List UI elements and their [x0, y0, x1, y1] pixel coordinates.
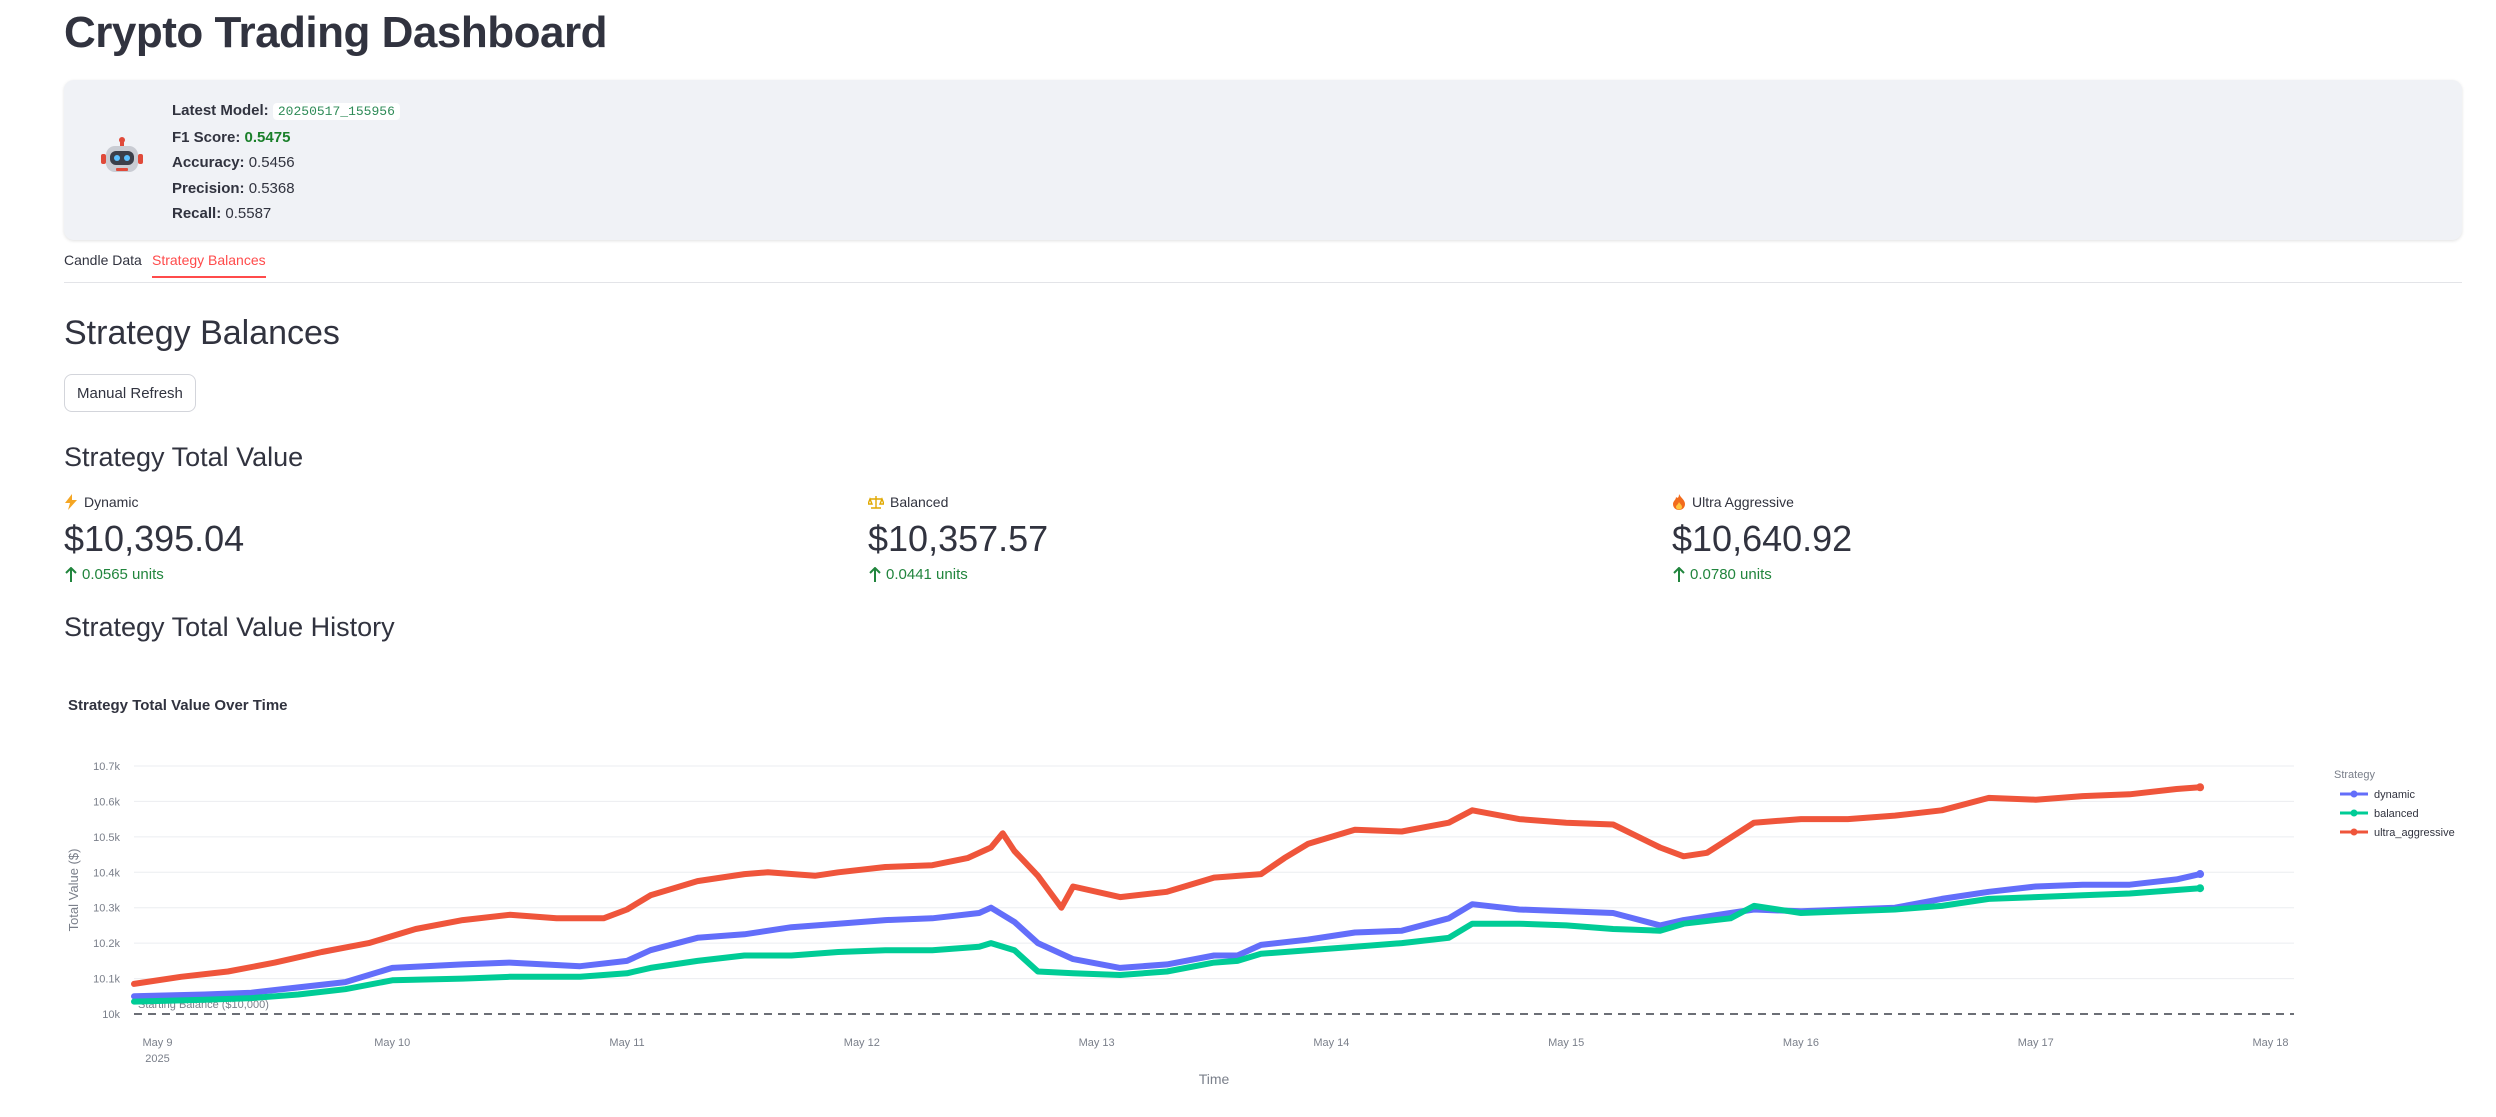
series-endpoint-balanced	[2196, 884, 2205, 893]
x-axis-label: Time	[1199, 1071, 1230, 1087]
x-tick-label: May 17	[2018, 1037, 2054, 1049]
legend-entry-ultra_aggressive: ultra_aggressive	[2374, 827, 2455, 839]
metric-value: $10,640.92	[1672, 518, 1853, 559]
x-tick-label: May 12	[844, 1037, 880, 1049]
latest-model-label: Latest Model:	[172, 102, 269, 119]
y-axis-label: Total Value ($)	[66, 849, 81, 932]
x-tick-label: May 15	[1548, 1037, 1584, 1049]
y-tick-label: 10.7k	[93, 761, 120, 773]
arrow-up-icon	[869, 566, 881, 582]
series-line-balanced	[131, 885, 2204, 1005]
metric-label: Ultra Aggressive	[1692, 494, 1794, 510]
legend-entry-balanced: balanced	[2374, 808, 2419, 820]
f1-value: 0.5475	[244, 128, 291, 146]
metric-delta: 0.0780 units	[1690, 566, 1772, 583]
latest-model-value: 20250517_155956	[272, 103, 400, 120]
manual-refresh-button[interactable]: Manual Refresh	[64, 374, 196, 412]
legend-title: Strategy	[2334, 769, 2375, 781]
x-tick-label: May 14	[1313, 1037, 1349, 1049]
legend-entry-dynamic: dynamic	[2374, 789, 2415, 801]
metric-value: $10,357.57	[868, 518, 1049, 559]
section-title: Strategy Balances	[64, 314, 340, 352]
recall-value: 0.5587	[225, 205, 272, 223]
x-tick-label: May 11	[609, 1037, 644, 1049]
metric-value: $10,395.04	[64, 518, 245, 559]
history-title: Strategy Total Value History	[64, 612, 395, 642]
series-endpoint-dynamic	[2196, 870, 2205, 879]
x-tick-label: May 18	[2252, 1037, 2288, 1049]
x-tick-label: May 16	[1783, 1037, 1819, 1049]
page-title: Crypto Trading Dashboard	[64, 8, 607, 57]
y-tick-label: 10.2k	[93, 938, 120, 950]
y-tick-label: 10k	[102, 1009, 120, 1021]
chart-title: Strategy Total Value Over Time	[68, 697, 288, 714]
series-line-ultra_aggressive	[131, 784, 2204, 987]
tab-strategy-balances[interactable]: Strategy Balances	[152, 252, 266, 278]
robot-icon	[101, 137, 143, 172]
model-info-card: Latest Model: 20250517_155956 F1 Score: …	[64, 80, 2462, 240]
metric-dynamic: Dynamic $10,395.04 0.0565 units	[64, 494, 764, 583]
x-tick-label: May 13	[1079, 1037, 1115, 1049]
precision-value: 0.5368	[248, 179, 295, 197]
x-tick-label: May 9	[142, 1037, 172, 1049]
tab-bar: Candle Data Strategy Balances	[64, 248, 2462, 283]
recall-label: Recall:	[172, 205, 222, 223]
legend-marker-ultra_aggressive	[2350, 828, 2358, 836]
metric-delta: 0.0441 units	[886, 566, 968, 583]
y-tick-label: 10.5k	[93, 832, 120, 844]
series-endpoint-ultra_aggressive	[2196, 783, 2205, 792]
metric-delta: 0.0565 units	[82, 566, 164, 583]
y-tick-label: 10.3k	[93, 903, 120, 915]
metric-ultra-aggressive: Ultra Aggressive $10,640.92 0.0780 units	[1672, 494, 2372, 583]
x-tick-sublabel: 2025	[145, 1053, 169, 1065]
y-tick-label: 10.1k	[93, 974, 120, 986]
metric-balanced: Balanced $10,357.57 0.0441 units	[868, 494, 1568, 583]
metric-label: Dynamic	[84, 494, 139, 510]
legend-marker-dynamic	[2350, 790, 2358, 798]
total-value-title: Strategy Total Value	[64, 442, 304, 472]
tab-candle-data[interactable]: Candle Data	[64, 252, 142, 268]
metric-label: Balanced	[890, 494, 949, 510]
arrow-up-icon	[1673, 566, 1685, 582]
accuracy-value: 0.5456	[248, 154, 295, 172]
strategy-value-chart[interactable]: 10k 10.1k 10.2k 10.3k 10.4k 10.5k 10.6k 10.7k Ma…	[64, 690, 2464, 1110]
precision-label: Precision:	[172, 179, 245, 197]
f1-label: F1 Score:	[172, 128, 241, 146]
lightning-icon	[65, 494, 77, 510]
y-tick-label: 10.4k	[93, 867, 120, 879]
fire-icon	[1673, 494, 1685, 510]
y-tick-label: 10.6k	[93, 796, 120, 808]
accuracy-label: Accuracy:	[172, 154, 245, 172]
legend-marker-balanced	[2350, 809, 2358, 817]
arrow-up-icon	[65, 566, 77, 582]
x-tick-label: May 10	[374, 1037, 410, 1049]
scale-icon	[868, 496, 884, 509]
